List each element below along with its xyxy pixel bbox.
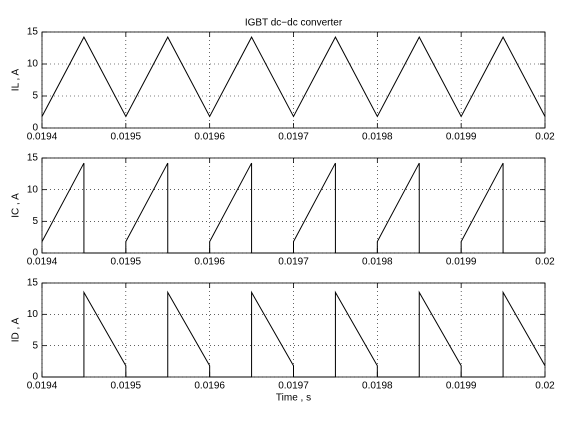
line-series [42,290,546,378]
y-axis-label: ID , A [11,317,22,342]
y-axis-label: IC , A [11,193,22,218]
x-tick-label: 0.0199 [446,381,477,392]
y-tick-label: 5 [32,340,38,351]
axes-frame [41,282,546,378]
y-tick-label: 15 [27,153,39,164]
x-tick-label: 0.0194 [27,257,58,268]
x-tick-label: 0.0195 [111,132,142,143]
x-tick-label: 0.0198 [362,132,393,143]
x-tick-label: 0.0196 [194,132,225,143]
y-tick-label: 0 [32,372,38,383]
x-tick-label: 0.0195 [111,257,142,268]
x-tick-label: 0.02 [535,132,555,143]
x-axis-label: Time , s [276,393,311,404]
x-tick-label: 0.0197 [278,132,309,143]
x-tick-label: 0.02 [535,381,555,392]
x-tick-label: 0.0196 [194,381,225,392]
y-tick-label: 0 [32,248,38,259]
axes-frame [41,31,546,129]
y-tick-label: 5 [32,216,38,227]
x-tick-label: 0.02 [535,257,555,268]
y-tick-label: 10 [27,184,39,195]
y-tick-label: 15 [27,27,39,38]
y-tick-label: 10 [27,59,39,70]
x-tick-label: 0.0197 [278,257,309,268]
chart-title: IGBT dc−dc converter [245,18,343,29]
x-tick-label: 0.0194 [27,132,58,143]
x-tick-label: 0.0195 [111,381,142,392]
y-tick-label: 10 [27,309,39,320]
x-tick-label: 0.0194 [27,381,58,392]
x-tick-label: 0.0196 [194,257,225,268]
y-tick-label: 0 [32,123,38,134]
y-tick-label: 15 [27,278,39,289]
x-tick-label: 0.0199 [446,257,477,268]
line-series [41,36,546,118]
x-tick-label: 0.0199 [446,132,477,143]
y-tick-label: 5 [32,91,38,102]
x-tick-label: 0.0198 [362,257,393,268]
x-tick-label: 0.0197 [278,381,309,392]
line-series [41,162,545,254]
x-tick-label: 0.0198 [362,381,393,392]
y-axis-label: IL , A [11,68,22,91]
